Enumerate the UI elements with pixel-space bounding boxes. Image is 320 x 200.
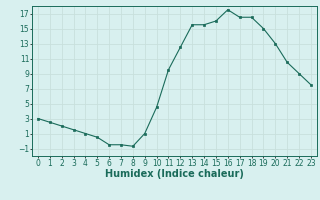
X-axis label: Humidex (Indice chaleur): Humidex (Indice chaleur) (105, 169, 244, 179)
